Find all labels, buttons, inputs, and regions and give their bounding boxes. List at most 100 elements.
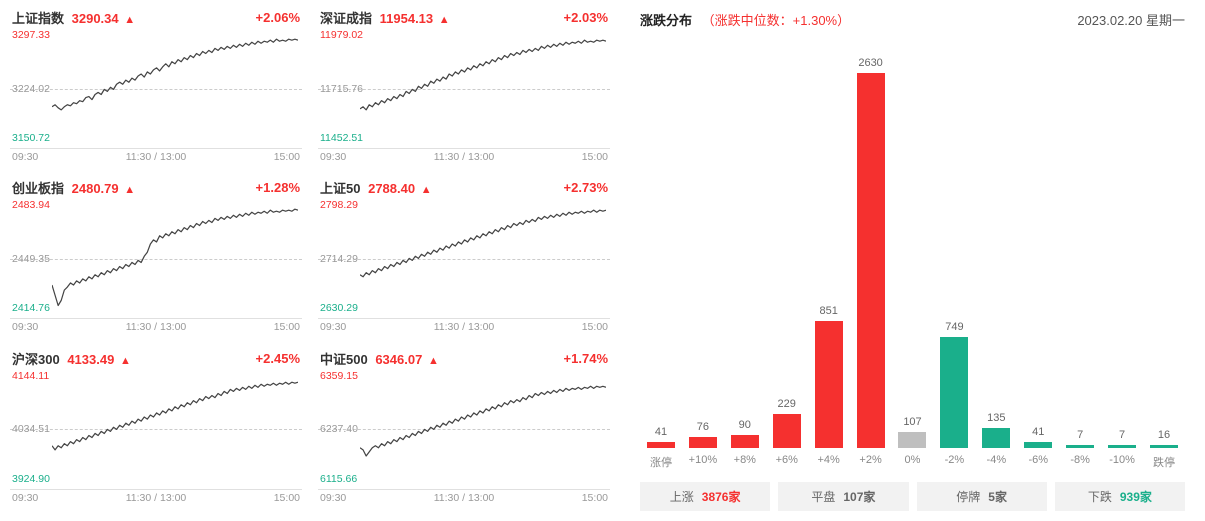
y-top-label: 2483.94 xyxy=(12,199,50,211)
distribution-bar-col[interactable]: 229 xyxy=(766,57,808,448)
distribution-bar-col[interactable]: 41 xyxy=(640,57,682,448)
chart-value: 6346.07 xyxy=(375,352,422,367)
x-label: 11:30 / 13:00 xyxy=(434,492,495,504)
index-chart-card[interactable]: 上证指数 3290.34 ▲ +2.06% 3297.33 3224.02 31… xyxy=(10,8,302,172)
chart-body: 2483.94 2449.35 2414.76 xyxy=(10,199,302,319)
distribution-date: 2023.02.20 星期一 xyxy=(1077,10,1185,29)
chart-header: 创业板指 2480.79 ▲ +1.28% xyxy=(10,178,302,199)
sparkline xyxy=(360,374,606,489)
distribution-bar-col[interactable]: 7 xyxy=(1059,57,1101,448)
chart-name: 深证成指 xyxy=(320,11,372,26)
x-label: 11:30 / 13:00 xyxy=(434,321,495,333)
chart-value: 11954.13 xyxy=(380,11,434,26)
bar-category-label: 涨停 xyxy=(640,454,682,470)
bar-value-label: 16 xyxy=(1158,429,1170,441)
summary-label: 上涨 xyxy=(670,488,694,505)
summary-item[interactable]: 上涨 3876家 xyxy=(640,482,770,511)
summary-item[interactable]: 停牌 5家 xyxy=(917,482,1047,511)
bar-category-label: +2% xyxy=(850,454,892,470)
bar-value-label: 749 xyxy=(945,321,963,333)
distribution-bar-col[interactable]: 76 xyxy=(682,57,724,448)
summary-label: 平盘 xyxy=(811,488,835,505)
x-label: 09:30 xyxy=(12,321,38,333)
distribution-bar-col[interactable]: 90 xyxy=(724,57,766,448)
x-label: 11:30 / 13:00 xyxy=(434,151,495,163)
distribution-bar xyxy=(1108,445,1136,448)
index-chart-card[interactable]: 创业板指 2480.79 ▲ +1.28% 2483.94 2449.35 24… xyxy=(10,178,302,342)
chart-header: 沪深300 4133.49 ▲ +2.45% xyxy=(10,349,302,370)
x-label: 09:30 xyxy=(12,151,38,163)
summary-item[interactable]: 平盘 107家 xyxy=(778,482,908,511)
bar-category-label: -10% xyxy=(1101,454,1143,470)
y-bot-label: 2414.76 xyxy=(12,302,50,314)
chart-body: 2798.29 2714.29 2630.29 xyxy=(318,199,610,319)
chart-value: 3290.34 xyxy=(72,11,119,26)
bar-value-label: 76 xyxy=(697,421,709,433)
distribution-bar xyxy=(982,428,1010,448)
x-label: 15:00 xyxy=(582,321,608,333)
bar-value-label: 229 xyxy=(778,398,796,410)
up-arrow-icon: ▲ xyxy=(439,14,450,26)
distribution-bar xyxy=(1150,445,1178,448)
summary-item[interactable]: 下跌 939家 xyxy=(1055,482,1185,511)
distribution-bar xyxy=(647,442,675,448)
distribution-bar-col[interactable]: 135 xyxy=(975,57,1017,448)
chart-body: 4144.11 4034.51 3924.90 xyxy=(10,370,302,490)
y-bot-label: 2630.29 xyxy=(320,302,358,314)
chart-header: 上证50 2788.40 ▲ +2.73% xyxy=(318,178,610,199)
x-label: 15:00 xyxy=(582,151,608,163)
x-label: 09:30 xyxy=(12,492,38,504)
x-axis: 09:30 11:30 / 13:00 15:00 xyxy=(10,490,302,504)
distribution-bar-col[interactable]: 16 xyxy=(1143,57,1185,448)
index-chart-card[interactable]: 中证500 6346.07 ▲ +1.74% 6359.15 6237.40 6… xyxy=(318,349,610,513)
x-label: 15:00 xyxy=(274,492,300,504)
summary-label: 下跌 xyxy=(1088,488,1112,505)
chart-value: 2788.40 xyxy=(368,181,415,196)
y-bot-label: 3924.90 xyxy=(12,473,50,485)
up-arrow-icon: ▲ xyxy=(120,355,131,367)
y-mid-label: 11715.76 xyxy=(320,83,363,95)
distribution-bar xyxy=(857,73,885,448)
y-mid-label: 6237.40 xyxy=(320,423,358,435)
distribution-bar-col[interactable]: 749 xyxy=(933,57,975,448)
y-top-label: 2798.29 xyxy=(320,199,358,211)
bar-category-label: -8% xyxy=(1059,454,1101,470)
summary-label: 停牌 xyxy=(956,488,980,505)
x-axis: 09:30 11:30 / 13:00 15:00 xyxy=(318,490,610,504)
distribution-bar xyxy=(898,432,926,448)
index-chart-card[interactable]: 上证50 2788.40 ▲ +2.73% 2798.29 2714.29 26… xyxy=(318,178,610,342)
summary-value: 3876家 xyxy=(702,488,741,505)
bar-value-label: 90 xyxy=(739,419,751,431)
up-arrow-icon: ▲ xyxy=(428,355,439,367)
up-arrow-icon: ▲ xyxy=(124,184,135,196)
distribution-bar xyxy=(773,414,801,448)
sparkline xyxy=(52,33,298,148)
bar-value-label: 41 xyxy=(1032,426,1044,438)
bar-category-label: -4% xyxy=(975,454,1017,470)
distribution-chart: 41 76 90 229 851 2630 107 749 135 41 7 7… xyxy=(640,37,1185,472)
distribution-bar-col[interactable]: 7 xyxy=(1101,57,1143,448)
chart-name: 沪深300 xyxy=(12,352,60,367)
chart-change: +1.28% xyxy=(256,180,300,195)
index-chart-card[interactable]: 深证成指 11954.13 ▲ +2.03% 11979.02 11715.76… xyxy=(318,8,610,172)
distribution-summary-row: 上涨 3876家 平盘 107家 停牌 5家 下跌 939家 xyxy=(640,472,1185,511)
distribution-bar-col[interactable]: 107 xyxy=(892,57,934,448)
bar-value-label: 7 xyxy=(1077,429,1083,441)
summary-value: 5家 xyxy=(988,488,1007,505)
summary-value: 939家 xyxy=(1120,488,1152,505)
chart-change: +2.45% xyxy=(256,351,300,366)
sparkline xyxy=(360,203,606,318)
distribution-bar-col[interactable]: 41 xyxy=(1017,57,1059,448)
bar-value-label: 135 xyxy=(987,412,1005,424)
chart-header: 中证500 6346.07 ▲ +1.74% xyxy=(318,349,610,370)
x-label: 11:30 / 13:00 xyxy=(126,151,187,163)
distribution-bar-col[interactable]: 851 xyxy=(808,57,850,448)
x-axis: 09:30 11:30 / 13:00 15:00 xyxy=(10,149,302,163)
index-chart-card[interactable]: 沪深300 4133.49 ▲ +2.45% 4144.11 4034.51 3… xyxy=(10,349,302,513)
bar-value-label: 107 xyxy=(903,416,921,428)
y-top-label: 4144.11 xyxy=(12,370,49,382)
x-label: 15:00 xyxy=(582,492,608,504)
bar-category-label: 0% xyxy=(892,454,934,470)
distribution-bar-col[interactable]: 2630 xyxy=(850,57,892,448)
chart-body: 6359.15 6237.40 6115.66 xyxy=(318,370,610,490)
